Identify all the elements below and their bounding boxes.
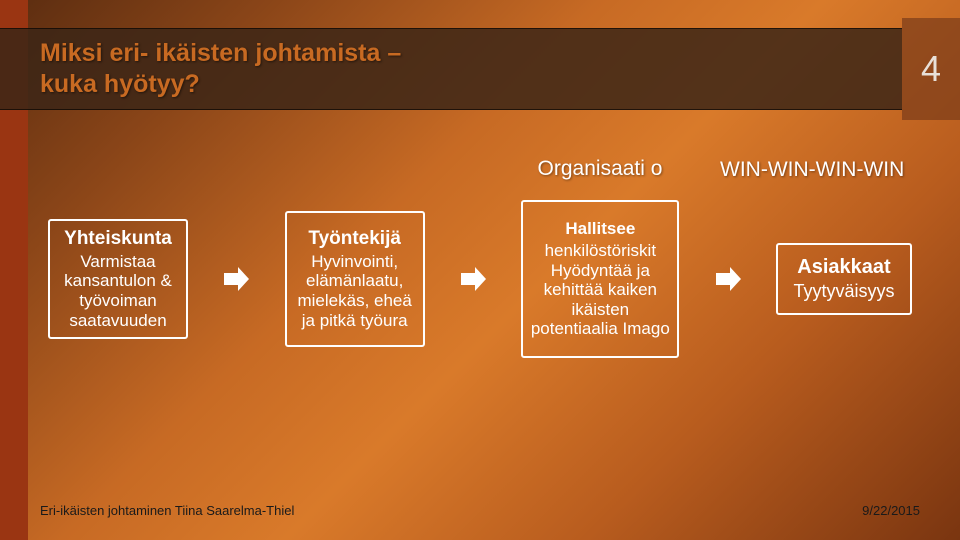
title-bar: Miksi eri- ikäisten johtamista – kuka hy…: [0, 28, 902, 110]
card-header: Hallitsee: [529, 219, 671, 239]
page-number: 4: [921, 48, 941, 90]
card-body: Varmistaa kansantulon & työvoiman saatav…: [56, 252, 180, 330]
card-yhteiskunta: Yhteiskunta Varmistaa kansantulon & työv…: [48, 219, 188, 339]
label-winwin: WIN-WIN-WIN-WIN: [720, 158, 904, 182]
card-organisaatio: Hallitsee henkilöstöriskit Hyödyntää ja …: [521, 200, 679, 358]
card-header: Asiakkaat: [784, 256, 904, 279]
arrow-icon: [458, 264, 488, 294]
card-body: henkilöstöriskit Hyödyntää ja kehittää k…: [529, 241, 671, 339]
slide: Miksi eri- ikäisten johtamista – kuka hy…: [0, 0, 960, 540]
card-tyontekija: Työntekijä Hyvinvointi, elämänlaatu, mie…: [285, 211, 425, 347]
card-asiakkaat: Asiakkaat Tyytyväisyys: [776, 243, 912, 315]
page-number-box: 4: [902, 18, 960, 120]
slide-title: Miksi eri- ikäisten johtamista – kuka hy…: [40, 38, 460, 101]
footer-author: Eri-ikäisten johtaminen Tiina Saarelma-T…: [40, 503, 294, 518]
card-header: Yhteiskunta: [56, 228, 180, 250]
label-organisaatio: Organisaati o: [520, 158, 680, 180]
card-body: Hyvinvointi, elämänlaatu, mielekäs, eheä…: [293, 252, 417, 330]
arrow-icon: [713, 264, 743, 294]
flow-row: Yhteiskunta Varmistaa kansantulon & työv…: [48, 200, 912, 358]
card-header: Työntekijä: [293, 228, 417, 250]
footer-date: 9/22/2015: [862, 503, 920, 518]
arrow-icon: [221, 264, 251, 294]
card-body: Tyytyväisyys: [784, 281, 904, 302]
